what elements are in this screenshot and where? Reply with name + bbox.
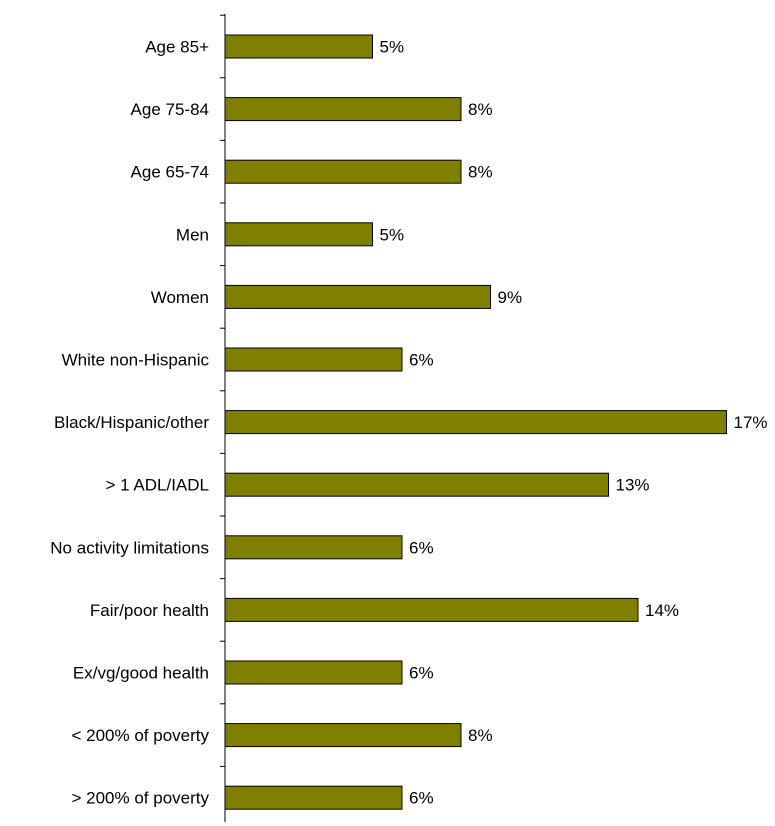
data-label: 8% [468,163,493,182]
category-labels: Age 85+ Age 75-84 Age 65-74 Men Women White n… [50,38,209,808]
category-label: Ex/vg/good health [73,664,209,683]
category-axis [220,14,226,822]
category-label: Age 65-74 [131,163,209,182]
data-label: 6% [409,664,434,683]
data-label: 8% [468,726,493,745]
bar [224,97,462,122]
category-label: < 200% of poverty [71,726,209,745]
bar [224,660,403,685]
data-label: 9% [498,288,523,307]
bar [224,410,727,435]
bar [224,597,639,622]
bar [224,472,609,497]
bar [224,159,462,184]
data-label: 8% [468,100,493,119]
data-label: 17% [734,413,768,432]
data-label: 6% [409,789,434,808]
bar [224,535,403,560]
category-label: Age 75-84 [131,100,209,119]
data-label: 13% [616,476,650,495]
category-label: Fair/poor health [90,601,209,620]
category-label: > 1 ADL/IADL [106,476,209,495]
category-label: No activity limitations [50,538,209,557]
data-label: 6% [409,538,434,557]
category-label: Women [151,288,209,307]
bar [224,785,403,810]
bar [224,723,462,748]
category-label: Black/Hispanic/other [54,413,209,432]
bars-group [224,34,727,810]
data-label: 14% [645,601,679,620]
bar [224,34,373,59]
data-label: 5% [380,38,405,57]
data-label: 6% [409,351,434,370]
category-label: > 200% of poverty [71,789,209,808]
data-labels: 5% 8% 8% 5% 9% 6% 17% 13% 6% 14% 6% 8% 6% [380,38,768,808]
category-label: Men [176,225,209,244]
category-label: White non-Hispanic [62,351,210,370]
bar [224,347,403,372]
bar [224,222,373,247]
bar [224,284,491,309]
category-label: Age 85+ [145,38,209,57]
data-label: 5% [380,225,405,244]
